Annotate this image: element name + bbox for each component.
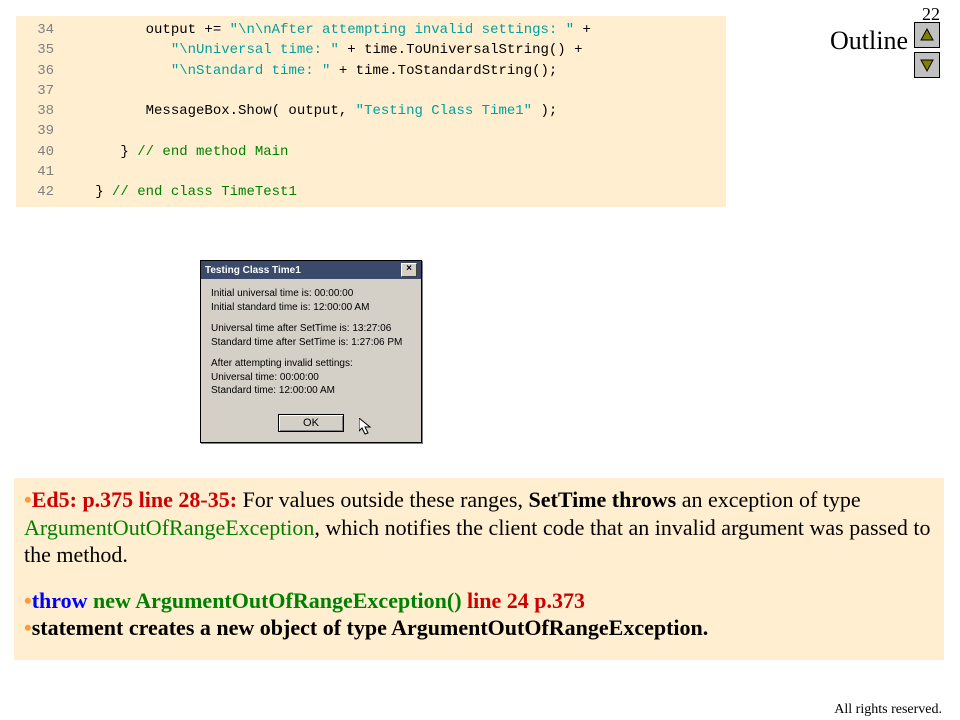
dialog-line: Standard time: 12:00:00 AM [211, 385, 335, 396]
bullet-icon: • [24, 615, 32, 640]
note-text: an exception of type [676, 487, 861, 512]
nav-down-button[interactable] [914, 52, 940, 78]
bullet-icon: • [24, 588, 32, 613]
dialog-line: Initial standard time is: 12:00:00 AM [211, 302, 369, 313]
copyright-text: All rights reserved. [834, 702, 942, 718]
close-button[interactable]: × [401, 263, 417, 277]
message-box-dialog: Testing Class Time1 × Initial universal … [200, 260, 422, 443]
dialog-body: Initial universal time is: 00:00:00 Init… [201, 279, 421, 410]
code-block: 34 output += "\n\nAfter attempting inval… [16, 16, 726, 207]
dialog-line: Universal time after SetTime is: 13:27:0… [211, 323, 391, 334]
note-text: ArgumentOutOfRangeException [24, 515, 314, 540]
dialog-line: Initial universal time is: 00:00:00 [211, 288, 353, 299]
nav-up-button[interactable] [914, 22, 940, 48]
triangle-up-icon [919, 27, 935, 43]
dialog-button-row: OK [201, 410, 421, 442]
triangle-down-icon [919, 57, 935, 73]
dialog-title: Testing Class Time1 [205, 265, 301, 276]
note-text: throw [32, 588, 88, 613]
note-text: ArgumentOutOfRangeException() [135, 588, 467, 613]
outline-label: Outline [830, 26, 908, 56]
dialog-line: Standard time after SetTime is: 1:27:06 … [211, 337, 402, 348]
notes-panel: •Ed5: p.375 line 28-35: For values outsi… [14, 478, 944, 660]
note-text: For values outside these ranges, [243, 487, 529, 512]
note-text: line 24 p.373 [467, 588, 585, 613]
dialog-line: After attempting invalid settings: [211, 358, 353, 369]
dialog-titlebar: Testing Class Time1 × [201, 261, 421, 279]
cursor-icon [359, 418, 373, 436]
note-text: statement creates a new object of type A… [32, 615, 709, 640]
note-bullet-2: •throw new ArgumentOutOfRangeException()… [24, 587, 934, 615]
dialog-line: Universal time: 00:00:00 [211, 372, 319, 383]
note-lead: Ed5: p.375 line 28-35: [32, 487, 243, 512]
note-bullet-1: •Ed5: p.375 line 28-35: For values outsi… [24, 486, 934, 569]
note-text: new [88, 588, 136, 613]
bullet-icon: • [24, 487, 32, 512]
ok-button[interactable]: OK [278, 414, 344, 432]
note-text: SetTime throws [529, 487, 677, 512]
note-bullet-3: •statement creates a new object of type … [24, 614, 934, 642]
